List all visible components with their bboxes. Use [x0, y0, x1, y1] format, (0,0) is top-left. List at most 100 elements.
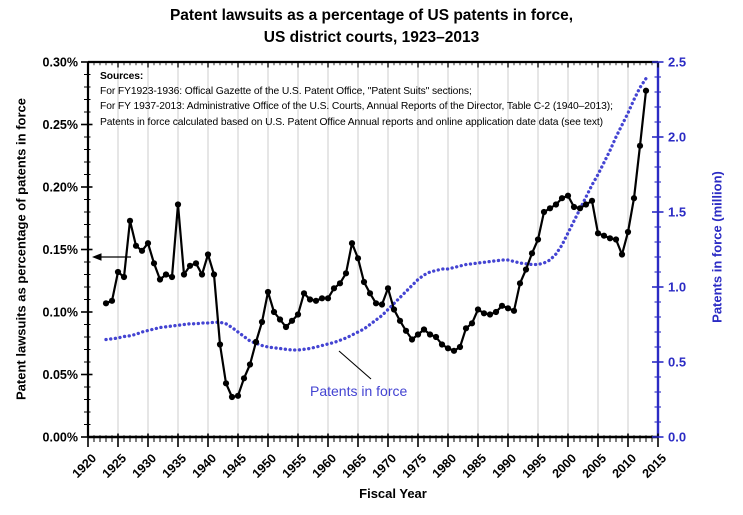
data-point-marker: [270, 308, 278, 316]
chart-title: Patent lawsuits as a percentage of US pa…: [0, 5, 743, 49]
data-point-marker: [330, 285, 338, 292]
data-point-marker: [168, 273, 176, 281]
data-point-marker: [318, 295, 326, 302]
data-point-marker: [150, 260, 158, 267]
x-tick-label: 2010: [610, 451, 640, 481]
data-point-marker: [312, 297, 320, 304]
x-tick-label: 1975: [400, 451, 430, 481]
data-point-marker: [132, 242, 140, 249]
data-point-marker: [492, 308, 500, 316]
right-axis-title: Patents in force (million): [709, 171, 725, 323]
data-point-marker: [324, 295, 332, 302]
patents-in-force-pointer-line: [338, 350, 372, 380]
data-point-marker: [528, 250, 536, 257]
data-point-marker: [348, 240, 356, 247]
data-point-marker: [186, 262, 194, 269]
data-point-marker: [228, 393, 236, 401]
patents-in-force-annotation: Patents in force: [310, 383, 408, 399]
data-point-marker: [432, 333, 440, 341]
x-axis-title: Fiscal Year: [359, 486, 427, 501]
lawsuit-percentage-series: [105, 90, 648, 399]
data-point-marker: [138, 247, 146, 254]
data-point-marker: [354, 255, 362, 262]
sources-line-3: Patents in force calculated based on U.S…: [100, 116, 604, 128]
data-point-marker: [420, 326, 428, 333]
data-point-marker: [456, 343, 464, 351]
data-point-marker: [144, 240, 152, 247]
left-axis-title: Patent lawsuits as percentage of patents…: [13, 98, 29, 400]
data-point-marker: [180, 271, 188, 278]
data-point-marker: [516, 280, 524, 287]
data-point-marker: [438, 341, 446, 348]
data-point-marker: [156, 276, 164, 283]
data-point-marker: [192, 260, 200, 267]
data-point-marker: [450, 347, 458, 354]
data-point-marker: [414, 331, 422, 338]
x-tick-label: 1995: [520, 451, 550, 481]
data-point-marker: [210, 271, 218, 278]
data-point-marker: [606, 235, 614, 242]
y-left-tick-label: 0.15%: [43, 243, 78, 257]
patents-in-force-series: [104, 76, 648, 352]
data-point-marker: [204, 251, 212, 258]
data-point-marker: [480, 310, 488, 317]
sources-line-2: For FY 1937-2013: Administrative Office …: [100, 101, 613, 113]
data-point-marker: [504, 305, 512, 312]
data-point-marker: [366, 290, 374, 297]
data-point-marker: [642, 87, 650, 94]
data-point-marker: [558, 195, 566, 202]
data-point-marker: [378, 301, 386, 308]
sources-heading: Sources:: [100, 71, 144, 82]
data-point-marker: [612, 236, 620, 243]
x-tick-label: 1930: [130, 451, 160, 481]
data-point-marker: [372, 300, 380, 307]
data-point-marker: [408, 336, 416, 343]
data-point-marker: [126, 217, 134, 224]
data-point-marker: [114, 268, 122, 276]
data-point-marker: [384, 285, 392, 292]
y-left-tick-label: 0.20%: [43, 181, 78, 195]
data-point-marker: [468, 320, 476, 327]
data-point-marker: [618, 251, 626, 258]
y-left-tick-label: 0.00%: [43, 431, 78, 445]
x-tick-label: 1925: [100, 451, 130, 481]
data-point-marker: [588, 197, 596, 204]
data-point-marker: [564, 192, 572, 199]
x-tick-label: 1990: [490, 451, 520, 481]
data-point-marker: [234, 392, 242, 399]
x-tick-label: 2000: [550, 451, 580, 481]
data-point-marker: [240, 375, 248, 382]
data-point-marker: [222, 380, 230, 387]
y-right-tick-label: 1.5: [668, 205, 686, 220]
x-tick-label: 1950: [250, 451, 280, 481]
x-tick-label: 1945: [220, 451, 250, 481]
data-point-marker: [162, 271, 170, 278]
data-point-marker: [102, 300, 110, 307]
x-tick-label: 1920: [70, 451, 100, 481]
data-point-marker: [174, 201, 182, 208]
chart-title-line-2: US district courts, 1923–2013: [263, 29, 480, 46]
y-right-tick-label: 2.0: [668, 130, 686, 145]
data-point-marker: [246, 361, 254, 368]
data-point-marker: [294, 311, 302, 318]
data-point-marker: [282, 323, 290, 331]
data-point-marker: [336, 280, 344, 287]
data-point-marker: [252, 338, 260, 346]
x-tick-label: 1935: [160, 451, 190, 481]
left-axis-arrow-head: [92, 253, 102, 261]
data-point-marker: [474, 306, 482, 313]
data-point-marker: [120, 273, 128, 281]
y-right-tick-label: 1.0: [668, 280, 686, 295]
sources-line-1: For FY1923-1936: Offical Gazette of the …: [100, 86, 472, 98]
x-tick-label: 1970: [370, 451, 400, 481]
data-point-marker: [276, 316, 284, 323]
x-tick-label: 1960: [310, 451, 340, 481]
x-tick-label: 1940: [190, 451, 220, 481]
x-tick-label: 1980: [430, 451, 460, 481]
y-right-tick-label: 0.0: [668, 430, 686, 445]
data-point-marker: [600, 232, 608, 239]
data-point-marker: [576, 205, 584, 212]
data-point-marker: [510, 307, 518, 314]
data-point-marker: [498, 302, 506, 309]
